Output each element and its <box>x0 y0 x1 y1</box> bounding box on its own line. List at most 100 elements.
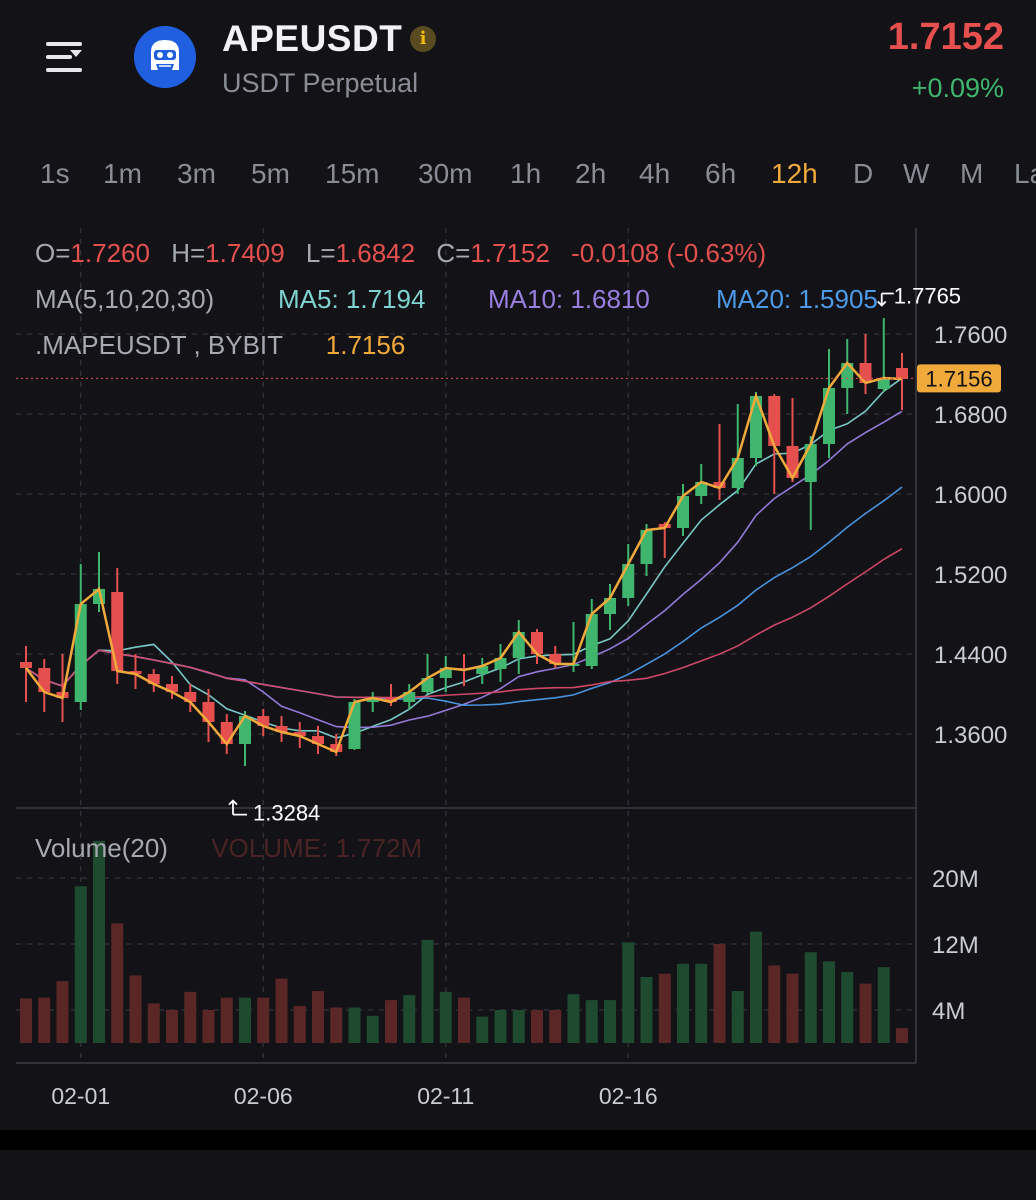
candle <box>494 644 507 682</box>
price-axis: 1.7600 1.6800 1.6000 1.5200 1.4400 1.3600 20M 1… <box>932 322 1007 1025</box>
tab-1s[interactable]: 1s <box>40 158 70 189</box>
candle <box>622 544 635 606</box>
volume-bar <box>257 997 270 1043</box>
volume-bar <box>531 1010 543 1043</box>
high-value: 1.7409 <box>205 238 285 268</box>
volume-bar <box>823 961 835 1043</box>
tab-1h[interactable]: 1h <box>510 158 542 189</box>
price-tick-label: 1.7600 <box>934 322 1007 349</box>
volume-bar <box>184 991 197 1043</box>
price-tick-label: 1.6800 <box>934 402 1007 429</box>
volume-bar <box>202 1010 215 1043</box>
price-tick-label: 1.4400 <box>934 642 1007 669</box>
candle-body <box>184 692 197 702</box>
volume-bar <box>804 952 817 1043</box>
volume-tick-label: 12M <box>932 932 979 959</box>
bottom-divider <box>0 1130 1036 1150</box>
ma10-value: MA10: 1.6810 <box>488 284 650 314</box>
candle <box>896 353 908 410</box>
volume-bar <box>841 972 854 1043</box>
candle-body <box>512 632 525 658</box>
volume-bar <box>713 944 726 1043</box>
candle-body <box>385 698 397 702</box>
volume-bar <box>220 997 233 1043</box>
time-tick-label: 02-01 <box>51 1083 110 1109</box>
volume-bar <box>166 1010 178 1043</box>
last-price: 1.7152 <box>887 16 1004 58</box>
open-label: O= <box>35 238 71 268</box>
menu-icon[interactable] <box>40 36 88 80</box>
tab-15m[interactable]: 15m <box>325 158 380 189</box>
ape-logo-icon <box>134 26 196 88</box>
candle-body <box>786 446 799 478</box>
tab-6h[interactable]: 6h <box>705 158 737 189</box>
ohlc-row: O=1.7260 H=1.7409 L=1.6842 C=1.7152 -0.0… <box>35 238 766 269</box>
tab-last-partial[interactable]: La <box>1014 158 1036 189</box>
index-value: 1.7156 <box>325 330 406 360</box>
candle <box>877 318 890 392</box>
volume-bar <box>585 1000 598 1043</box>
volume-bar <box>439 991 452 1043</box>
volume-bar <box>20 998 32 1043</box>
candle <box>841 339 854 414</box>
volume-bar <box>512 1010 525 1043</box>
tab-m[interactable]: M <box>960 158 984 189</box>
tab-3m[interactable]: 3m <box>177 158 216 189</box>
price-tick-label: 1.3600 <box>934 722 1007 749</box>
candle-body <box>476 666 489 674</box>
tab-2h[interactable]: 2h <box>575 158 607 189</box>
tab-1m[interactable]: 1m <box>103 158 142 189</box>
tab-d[interactable]: D <box>853 158 874 189</box>
tab-4h[interactable]: 4h <box>639 158 671 189</box>
candle-body <box>804 444 817 482</box>
candle <box>239 711 251 766</box>
candle-body <box>330 744 343 752</box>
candle-body <box>677 496 689 528</box>
candle-body <box>275 726 288 732</box>
candle-change: -0.0108 (-0.63%) <box>571 238 767 268</box>
candle <box>312 726 324 754</box>
contract-type-label: USDT Perpetual <box>222 68 419 98</box>
candle <box>421 654 434 694</box>
candle <box>859 334 872 394</box>
ma30-line <box>25 547 903 699</box>
candle <box>804 436 817 530</box>
candle-body <box>622 564 635 598</box>
candle <box>147 669 160 692</box>
tab-5m[interactable]: 5m <box>251 158 290 189</box>
tab-w[interactable]: W <box>903 158 930 189</box>
volume-bar <box>658 973 671 1043</box>
volume-bar <box>567 994 580 1043</box>
min-price-label: 1.3284 <box>253 801 320 826</box>
close-label: C= <box>436 238 471 268</box>
volume-bar <box>56 981 69 1043</box>
symbol-title[interactable]: APEUSDT <box>222 18 403 59</box>
candle-body <box>549 654 562 664</box>
candle-body <box>713 482 726 488</box>
candle <box>585 599 598 669</box>
extreme-markers: 1.7765 1.3284 <box>228 284 961 826</box>
volume-bar <box>549 1010 562 1043</box>
index-row: .MAPEUSDT , BYBIT 1.7156 <box>35 330 405 361</box>
candle-body <box>403 692 416 702</box>
volume-bar <box>896 1028 908 1043</box>
tab-30m[interactable]: 30m <box>418 158 473 189</box>
info-icon[interactable]: i <box>410 26 436 52</box>
price-tick-label: 1.6000 <box>934 482 1007 509</box>
index-price-polyline <box>25 361 903 754</box>
volume-bar <box>421 939 434 1043</box>
max-price-label: 1.7765 <box>894 284 961 309</box>
tab-12h[interactable]: 12h <box>771 158 818 189</box>
candle-body <box>20 662 32 668</box>
volume-bar <box>695 963 708 1043</box>
candle-body <box>640 530 653 564</box>
candle-body <box>257 716 270 726</box>
current-price-tag-bg <box>917 364 1001 393</box>
candle-body <box>348 702 361 749</box>
candle <box>640 524 653 576</box>
candle <box>677 484 689 536</box>
volume-bar <box>604 1000 616 1043</box>
ma-settings-label[interactable]: MA(5,10,20,30) <box>35 284 215 314</box>
volume-bar <box>640 977 653 1043</box>
